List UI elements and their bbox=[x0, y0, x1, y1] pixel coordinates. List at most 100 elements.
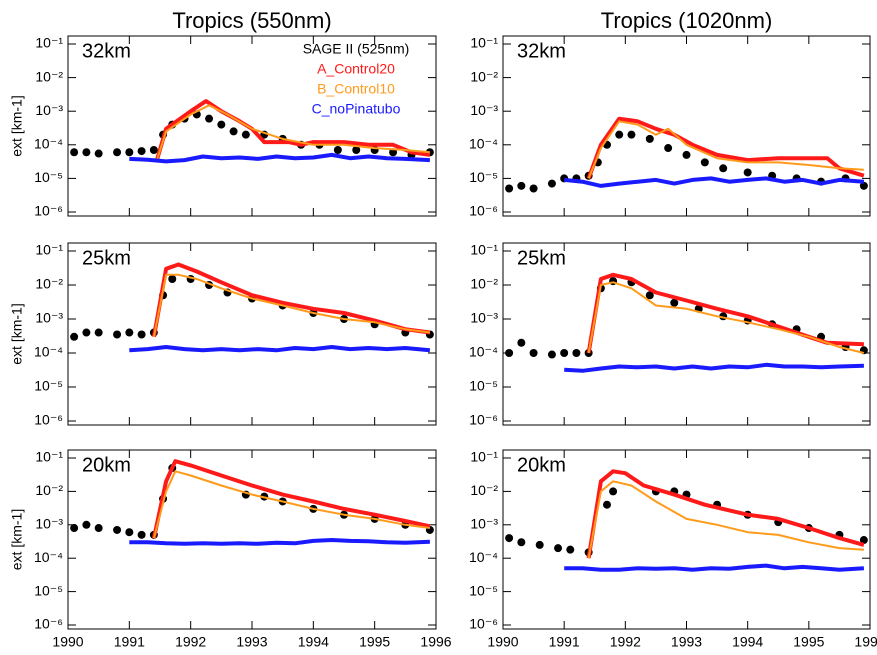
altitude-label: 20km bbox=[517, 454, 566, 476]
model-line bbox=[564, 176, 865, 188]
observation-point bbox=[547, 350, 556, 359]
y-tick-label: 10⁻⁴ bbox=[469, 136, 498, 152]
y-tick-label: 10⁻⁶ bbox=[34, 412, 63, 428]
plot-frame bbox=[67, 449, 437, 630]
observation-point bbox=[566, 545, 575, 554]
observation-point bbox=[529, 184, 538, 193]
x-tick-label: 1990 bbox=[52, 634, 83, 650]
observation-point bbox=[505, 184, 514, 193]
observation-point bbox=[517, 181, 526, 190]
observation-point bbox=[333, 146, 342, 155]
y-tick-label: 10⁻² bbox=[35, 68, 63, 84]
model-line bbox=[155, 104, 430, 161]
y-tick-label: 10⁻³ bbox=[35, 102, 63, 118]
observation-point bbox=[125, 148, 134, 157]
x-tick-label: 1996 bbox=[420, 634, 451, 650]
observation-point bbox=[229, 127, 238, 136]
y-tick-label: 10⁻⁶ bbox=[469, 203, 498, 219]
x-tick-label: 1995 bbox=[359, 634, 390, 650]
model-line bbox=[154, 99, 431, 161]
y-tick-label: 10⁻² bbox=[470, 68, 498, 84]
observation-point bbox=[217, 120, 226, 129]
observation-point bbox=[113, 148, 122, 157]
observation-point bbox=[609, 487, 618, 496]
legend-entry: B_Control10 bbox=[317, 81, 395, 97]
observation-point bbox=[505, 534, 514, 543]
observation-point bbox=[241, 130, 250, 139]
observation-point bbox=[602, 500, 611, 509]
panel-title: Tropics (550nm) bbox=[172, 8, 331, 33]
observation-point bbox=[168, 275, 177, 284]
y-tick-label: 10⁻² bbox=[35, 482, 63, 498]
observation-point bbox=[505, 349, 514, 357]
y-tick-label: 10⁻¹ bbox=[35, 449, 63, 465]
observation-point bbox=[554, 544, 563, 553]
y-tick-label: 10⁻² bbox=[470, 482, 498, 498]
observation-point bbox=[70, 332, 79, 341]
observation-point bbox=[535, 540, 544, 549]
model-line bbox=[152, 273, 431, 337]
observation-point bbox=[700, 158, 709, 167]
observation-point bbox=[137, 330, 146, 339]
y-tick-label: 10⁻⁶ bbox=[34, 616, 63, 632]
y-tick-label: 10⁻⁵ bbox=[34, 582, 63, 598]
model-line bbox=[152, 470, 431, 539]
observation-point bbox=[682, 150, 691, 159]
y-tick-label: 10⁻¹ bbox=[35, 35, 63, 51]
observation-point bbox=[719, 164, 728, 173]
observation-point bbox=[615, 130, 624, 139]
observation-point bbox=[70, 524, 79, 533]
y-tick-label: 10⁻⁴ bbox=[469, 344, 498, 360]
altitude-label: 25km bbox=[82, 247, 131, 269]
observation-point bbox=[859, 181, 868, 190]
plot-frame bbox=[502, 242, 871, 426]
y-tick-label: 10⁻⁶ bbox=[34, 203, 63, 219]
altitude-label: 32km bbox=[82, 40, 131, 62]
y-tick-label: 10⁻³ bbox=[470, 516, 498, 532]
y-tick-label: 10⁻⁵ bbox=[469, 582, 498, 598]
observation-point bbox=[94, 328, 103, 337]
model-line bbox=[564, 563, 865, 572]
observation-point bbox=[859, 536, 868, 545]
y-tick-label: 10⁻⁶ bbox=[469, 412, 498, 428]
x-tick-label: 1992 bbox=[610, 634, 641, 650]
observation-point bbox=[137, 147, 146, 156]
x-tick-label: 1990 bbox=[487, 634, 518, 650]
x-tick-label: 1992 bbox=[175, 634, 206, 650]
y-tick-label: 10⁻³ bbox=[470, 102, 498, 118]
y-axis-label: ext [km-1] bbox=[9, 303, 25, 364]
x-tick-label: 1991 bbox=[549, 634, 580, 650]
model-line bbox=[587, 120, 864, 179]
observation-point bbox=[572, 349, 581, 357]
observation-point bbox=[560, 349, 569, 357]
legend-entry: A_Control20 bbox=[317, 61, 395, 77]
x-tick-label: 1995 bbox=[793, 634, 824, 650]
plot-frame bbox=[502, 449, 871, 630]
y-tick-label: 10⁻³ bbox=[35, 516, 63, 532]
observation-point bbox=[70, 148, 79, 157]
observation-point bbox=[82, 520, 91, 529]
observation-point bbox=[517, 338, 526, 347]
x-tick-label: 1993 bbox=[671, 634, 702, 650]
model-line bbox=[587, 281, 865, 354]
observation-point bbox=[205, 114, 214, 123]
observation-point bbox=[149, 146, 158, 155]
observation-point bbox=[137, 530, 146, 539]
model-line bbox=[151, 459, 431, 539]
y-axis-label: ext [km-1] bbox=[9, 95, 25, 156]
observation-point bbox=[517, 538, 526, 547]
observation-point bbox=[743, 168, 752, 177]
y-tick-label: 10⁻⁵ bbox=[34, 169, 63, 185]
y-tick-label: 10⁻⁴ bbox=[34, 344, 63, 360]
plot-frame bbox=[502, 35, 871, 217]
observation-point bbox=[670, 298, 679, 307]
y-tick-label: 10⁻² bbox=[470, 276, 498, 292]
y-tick-label: 10⁻⁵ bbox=[469, 378, 498, 394]
model-line bbox=[586, 116, 865, 180]
plot-frame bbox=[67, 242, 437, 426]
observation-point bbox=[94, 524, 103, 533]
model-line bbox=[151, 262, 431, 338]
y-tick-label: 10⁻⁴ bbox=[469, 549, 498, 565]
observation-point bbox=[645, 134, 654, 143]
